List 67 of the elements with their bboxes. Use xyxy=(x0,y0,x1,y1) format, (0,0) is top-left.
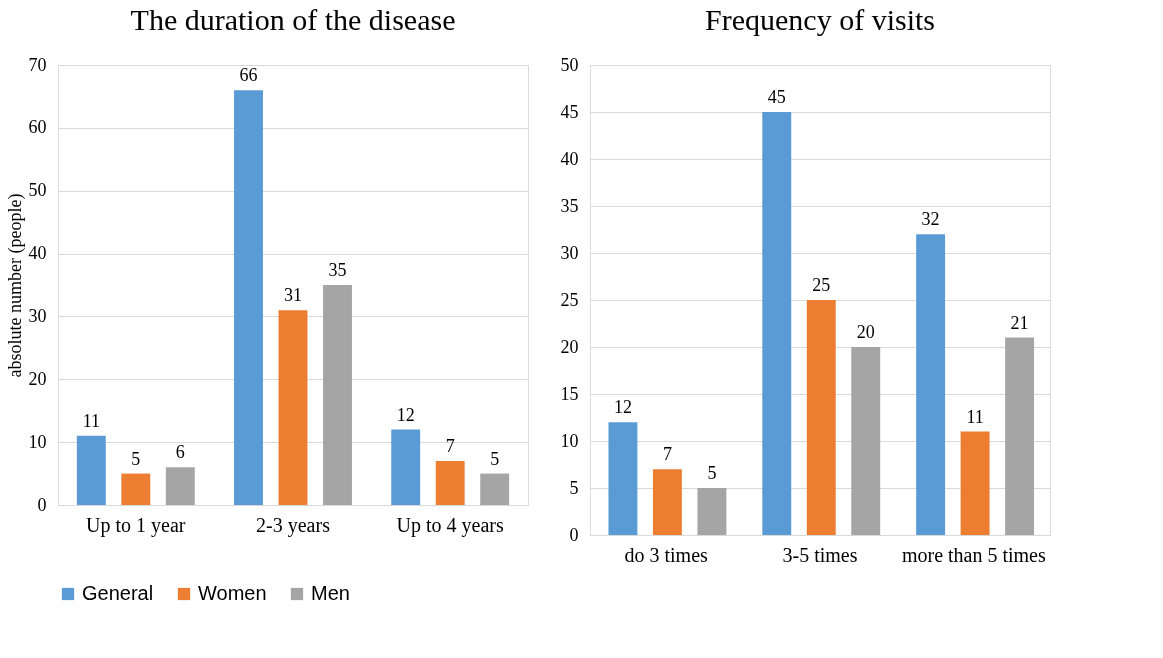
y-tick-label: 25 xyxy=(560,289,579,310)
bar xyxy=(323,285,352,505)
data-label: 12 xyxy=(396,404,415,425)
y-tick-label: 10 xyxy=(560,430,579,451)
data-label: 20 xyxy=(856,322,875,342)
data-label: 5 xyxy=(131,448,141,469)
bar xyxy=(76,435,106,505)
data-label: 25 xyxy=(812,275,831,295)
bar xyxy=(121,473,151,505)
data-label: 6 xyxy=(175,442,185,463)
bar xyxy=(697,488,727,535)
data-label: 66 xyxy=(239,65,258,86)
y-tick-label: 45 xyxy=(560,101,579,122)
bar xyxy=(652,469,682,535)
data-label: 12 xyxy=(613,397,632,418)
data-label: 31 xyxy=(284,285,302,306)
data-label: 5 xyxy=(490,448,500,469)
data-label: 32 xyxy=(921,209,940,230)
bar xyxy=(851,347,881,535)
y-tick-label: 5 xyxy=(569,477,579,498)
y-tick-label: 30 xyxy=(28,305,47,326)
x-tick-label: 3-5 times xyxy=(782,543,858,566)
y-tick-label: 35 xyxy=(560,195,579,216)
y-tick-label: 60 xyxy=(28,117,47,138)
bar xyxy=(391,429,421,505)
bar xyxy=(960,431,990,535)
bar xyxy=(435,461,465,505)
bar xyxy=(480,473,510,505)
y-tick-label: 40 xyxy=(560,148,579,169)
y-tick-label: 0 xyxy=(569,524,579,545)
y-tick-label: 50 xyxy=(560,54,579,75)
y-axis-title: absolute number (people) xyxy=(4,193,26,378)
bar xyxy=(806,300,836,535)
data-label: 5 xyxy=(707,463,717,483)
y-tick-label: 30 xyxy=(560,242,579,263)
y-tick-label: 70 xyxy=(28,54,47,75)
data-label: 45 xyxy=(767,87,786,107)
bar xyxy=(916,234,946,535)
bar xyxy=(165,467,195,505)
data-label: 11 xyxy=(966,406,984,427)
y-tick-label: 20 xyxy=(560,336,579,357)
chart-title: The duration of the disease xyxy=(130,3,456,36)
bar xyxy=(762,112,792,535)
y-tick-label: 20 xyxy=(28,368,47,389)
bar xyxy=(1005,337,1035,535)
x-tick-label: 2-3 years xyxy=(256,513,331,537)
legend-label: Men xyxy=(311,582,350,604)
x-tick-label: do 3 times xyxy=(624,543,709,566)
bar xyxy=(278,310,308,505)
chart-title: Frequency of visits xyxy=(705,3,935,36)
data-label: 35 xyxy=(328,260,347,280)
data-label: 7 xyxy=(445,436,455,456)
y-tick-label: 0 xyxy=(37,494,47,515)
y-tick-label: 15 xyxy=(560,383,579,404)
bar xyxy=(234,90,263,505)
legend-label: General xyxy=(82,582,154,604)
data-label: 21 xyxy=(1010,312,1029,333)
x-tick-label: more than 5 times xyxy=(901,543,1046,566)
x-tick-label: Up to 4 years xyxy=(396,513,504,537)
y-tick-label: 10 xyxy=(28,431,47,452)
y-tick-label: 50 xyxy=(28,180,47,201)
y-tick-label: 40 xyxy=(28,243,47,264)
x-tick-label: Up to 1 year xyxy=(86,513,186,537)
bar xyxy=(608,422,638,535)
data-label: 11 xyxy=(82,410,100,431)
data-label: 7 xyxy=(662,444,672,465)
legend-label: Women xyxy=(198,582,267,604)
